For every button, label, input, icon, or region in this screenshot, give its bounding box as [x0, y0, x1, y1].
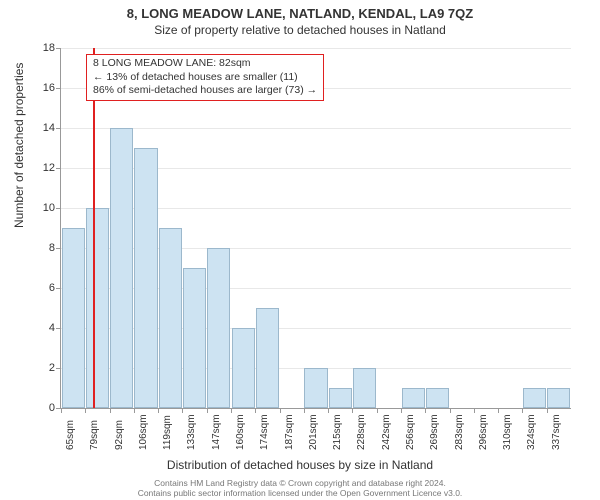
y-tick-mark — [56, 288, 61, 289]
x-tick-label: 283sqm — [454, 414, 465, 450]
histogram-bar — [523, 388, 546, 408]
histogram-bar — [207, 248, 230, 408]
x-tick-mark — [231, 408, 232, 413]
y-tick-label: 16 — [31, 82, 55, 94]
x-tick-mark — [474, 408, 475, 413]
x-tick-label: 324sqm — [526, 414, 537, 450]
x-tick-label: 79sqm — [89, 420, 100, 450]
histogram-bar — [86, 208, 109, 408]
histogram-bar — [159, 228, 182, 408]
x-tick-mark — [425, 408, 426, 413]
x-tick-label: 65sqm — [65, 420, 76, 450]
histogram-bar — [183, 268, 206, 408]
x-tick-mark — [498, 408, 499, 413]
x-tick-label: 201sqm — [308, 414, 319, 450]
y-tick-label: 4 — [31, 322, 55, 334]
x-tick-label: 310sqm — [502, 414, 513, 450]
y-tick-label: 0 — [31, 402, 55, 414]
y-tick-label: 6 — [31, 282, 55, 294]
x-tick-mark — [158, 408, 159, 413]
x-tick-mark — [182, 408, 183, 413]
y-tick-label: 14 — [31, 122, 55, 134]
x-tick-mark — [547, 408, 548, 413]
x-tick-mark — [207, 408, 208, 413]
x-tick-mark — [450, 408, 451, 413]
histogram-bar — [426, 388, 449, 408]
y-tick-mark — [56, 328, 61, 329]
x-tick-label: 119sqm — [162, 415, 173, 450]
grid-line — [61, 48, 571, 49]
plot-area: 02468101214161865sqm79sqm92sqm106sqm119s… — [60, 48, 571, 409]
y-tick-label: 8 — [31, 242, 55, 254]
y-tick-label: 12 — [31, 162, 55, 174]
x-tick-mark — [304, 408, 305, 413]
histogram-bar — [329, 388, 352, 408]
legend-line2: ← 13% of detached houses are smaller (11… — [93, 71, 317, 85]
x-tick-mark — [85, 408, 86, 413]
histogram-bar — [353, 368, 376, 408]
x-tick-label: 92sqm — [114, 420, 125, 450]
legend-box: 8 LONG MEADOW LANE: 82sqm ← 13% of detac… — [86, 54, 324, 101]
x-tick-mark — [280, 408, 281, 413]
x-tick-mark — [352, 408, 353, 413]
histogram-bar — [547, 388, 570, 408]
x-tick-label: 256sqm — [405, 414, 416, 450]
x-tick-mark — [522, 408, 523, 413]
x-tick-label: 337sqm — [551, 414, 562, 450]
y-tick-label: 10 — [31, 202, 55, 214]
x-tick-label: 228sqm — [356, 414, 367, 450]
x-tick-mark — [134, 408, 135, 413]
y-tick-mark — [56, 128, 61, 129]
y-tick-mark — [56, 88, 61, 89]
grid-line — [61, 128, 571, 129]
y-tick-mark — [56, 248, 61, 249]
x-tick-label: 215sqm — [332, 414, 343, 450]
x-tick-label: 147sqm — [211, 414, 222, 450]
property-marker-line — [93, 48, 95, 408]
y-tick-mark — [56, 368, 61, 369]
y-tick-mark — [56, 208, 61, 209]
x-tick-mark — [255, 408, 256, 413]
x-tick-mark — [377, 408, 378, 413]
x-tick-label: 106sqm — [138, 414, 149, 450]
x-tick-mark — [401, 408, 402, 413]
x-tick-mark — [61, 408, 62, 413]
histogram-bar — [110, 128, 133, 408]
title-sub: Size of property relative to detached ho… — [0, 21, 600, 37]
x-tick-label: 242sqm — [381, 414, 392, 450]
histogram-bar — [256, 308, 279, 408]
histogram-bar — [134, 148, 157, 408]
y-tick-mark — [56, 168, 61, 169]
y-axis-title: Number of detached properties — [12, 63, 26, 228]
x-tick-label: 133sqm — [186, 414, 197, 450]
x-axis-title: Distribution of detached houses by size … — [0, 458, 600, 472]
x-tick-label: 174sqm — [259, 414, 270, 450]
histogram-bar — [304, 368, 327, 408]
x-tick-mark — [328, 408, 329, 413]
x-tick-label: 187sqm — [284, 414, 295, 450]
legend-line1: 8 LONG MEADOW LANE: 82sqm — [93, 57, 317, 71]
x-tick-label: 296sqm — [478, 414, 489, 450]
footer-line2: Contains public sector information licen… — [0, 488, 600, 498]
histogram-bar — [402, 388, 425, 408]
y-tick-label: 18 — [31, 42, 55, 54]
legend-line3: 86% of semi-detached houses are larger (… — [93, 84, 317, 98]
y-tick-mark — [56, 48, 61, 49]
histogram-bar — [232, 328, 255, 408]
histogram-bar — [62, 228, 85, 408]
x-tick-mark — [110, 408, 111, 413]
chart-area: 02468101214161865sqm79sqm92sqm106sqm119s… — [60, 48, 570, 408]
footer-line1: Contains HM Land Registry data © Crown c… — [0, 478, 600, 488]
title-main: 8, LONG MEADOW LANE, NATLAND, KENDAL, LA… — [0, 0, 600, 21]
x-tick-label: 269sqm — [429, 414, 440, 450]
x-tick-label: 160sqm — [235, 414, 246, 450]
footer: Contains HM Land Registry data © Crown c… — [0, 478, 600, 498]
y-tick-label: 2 — [31, 362, 55, 374]
